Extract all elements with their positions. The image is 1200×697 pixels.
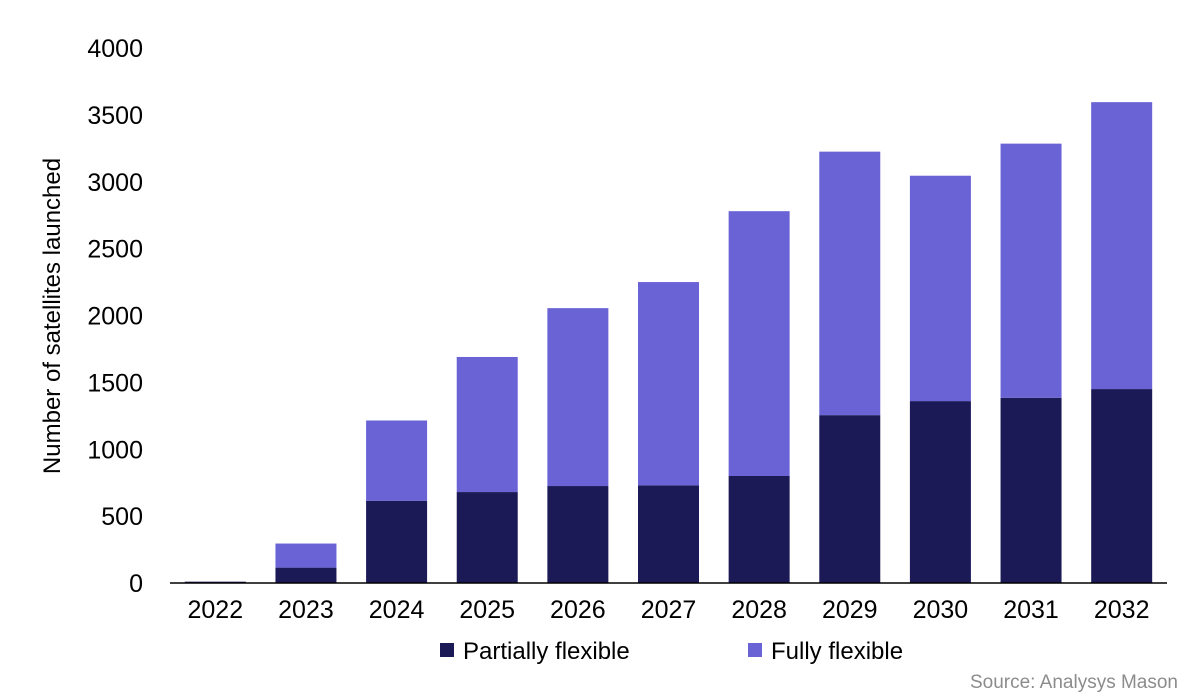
x-tick-label: 2022 (188, 596, 244, 624)
x-tick-label: 2023 (278, 596, 334, 624)
x-tick-label: 2031 (1003, 596, 1059, 624)
x-tick-label: 2032 (1094, 596, 1150, 624)
y-tick-label: 4000 (87, 35, 143, 63)
bar-partially-flexible-2031 (1000, 397, 1062, 583)
y-tick-label: 0 (129, 570, 143, 598)
bar-partially-flexible-2032 (1091, 389, 1153, 583)
legend-label-fully-flexible: Fully flexible (771, 638, 903, 665)
y-tick-label: 500 (101, 503, 143, 531)
bar-partially-flexible-2023 (275, 567, 337, 583)
x-tick-label: 2028 (731, 596, 787, 624)
bar-partially-flexible-2026 (547, 486, 609, 583)
bar-fully-flexible-2026 (547, 308, 609, 487)
x-tick-label: 2030 (913, 596, 969, 624)
bar-fully-flexible-2029 (819, 151, 881, 416)
y-tick-label: 1000 (87, 436, 143, 464)
bar-fully-flexible-2031 (1000, 143, 1062, 398)
bar-partially-flexible-2025 (456, 492, 518, 583)
x-tick-label: 2027 (641, 596, 697, 624)
legend-swatch-fully-flexible (748, 643, 762, 657)
bar-partially-flexible-2028 (728, 476, 790, 583)
x-axis-ticks: 2022 2023 2024 2025 2026 2027 2028 2029 2030 2031… (188, 596, 1150, 624)
y-tick-label: 3000 (87, 169, 143, 197)
y-tick-label: 2500 (87, 236, 143, 264)
bar-partially-flexible-2027 (638, 485, 699, 583)
bar-partially-flexible-2030 (909, 401, 971, 583)
x-tick-label: 2026 (550, 596, 606, 624)
source-note: Source: Analysys Mason (970, 672, 1178, 693)
bar-fully-flexible-2023 (275, 543, 337, 568)
bar-partially-flexible-2024 (366, 500, 428, 583)
y-axis-ticks: 0 500 1000 1500 2000 2500 3000 3500 4000 (87, 35, 143, 598)
bar-partially-flexible-2029 (819, 415, 881, 583)
bar-fully-flexible-2024 (366, 420, 428, 501)
x-tick-label: 2025 (459, 596, 515, 624)
bars (184, 102, 1153, 583)
legend-label-partially-flexible: Partially flexible (463, 638, 630, 665)
legend: Partially flexible Fully flexible (440, 638, 903, 665)
y-tick-label: 1500 (87, 369, 143, 397)
bar-fully-flexible-2030 (909, 175, 971, 402)
x-tick-label: 2029 (822, 596, 878, 624)
bar-fully-flexible-2032 (1091, 102, 1153, 390)
bar-fully-flexible-2025 (456, 356, 518, 493)
bar-fully-flexible-2027 (638, 282, 699, 486)
bar-fully-flexible-2028 (728, 211, 790, 477)
y-tick-label: 3500 (87, 102, 143, 130)
legend-swatch-partially-flexible (440, 643, 454, 657)
x-tick-label: 2024 (369, 596, 425, 624)
y-axis-title: Number of satellites launched (39, 158, 66, 474)
y-tick-label: 2000 (87, 303, 143, 331)
